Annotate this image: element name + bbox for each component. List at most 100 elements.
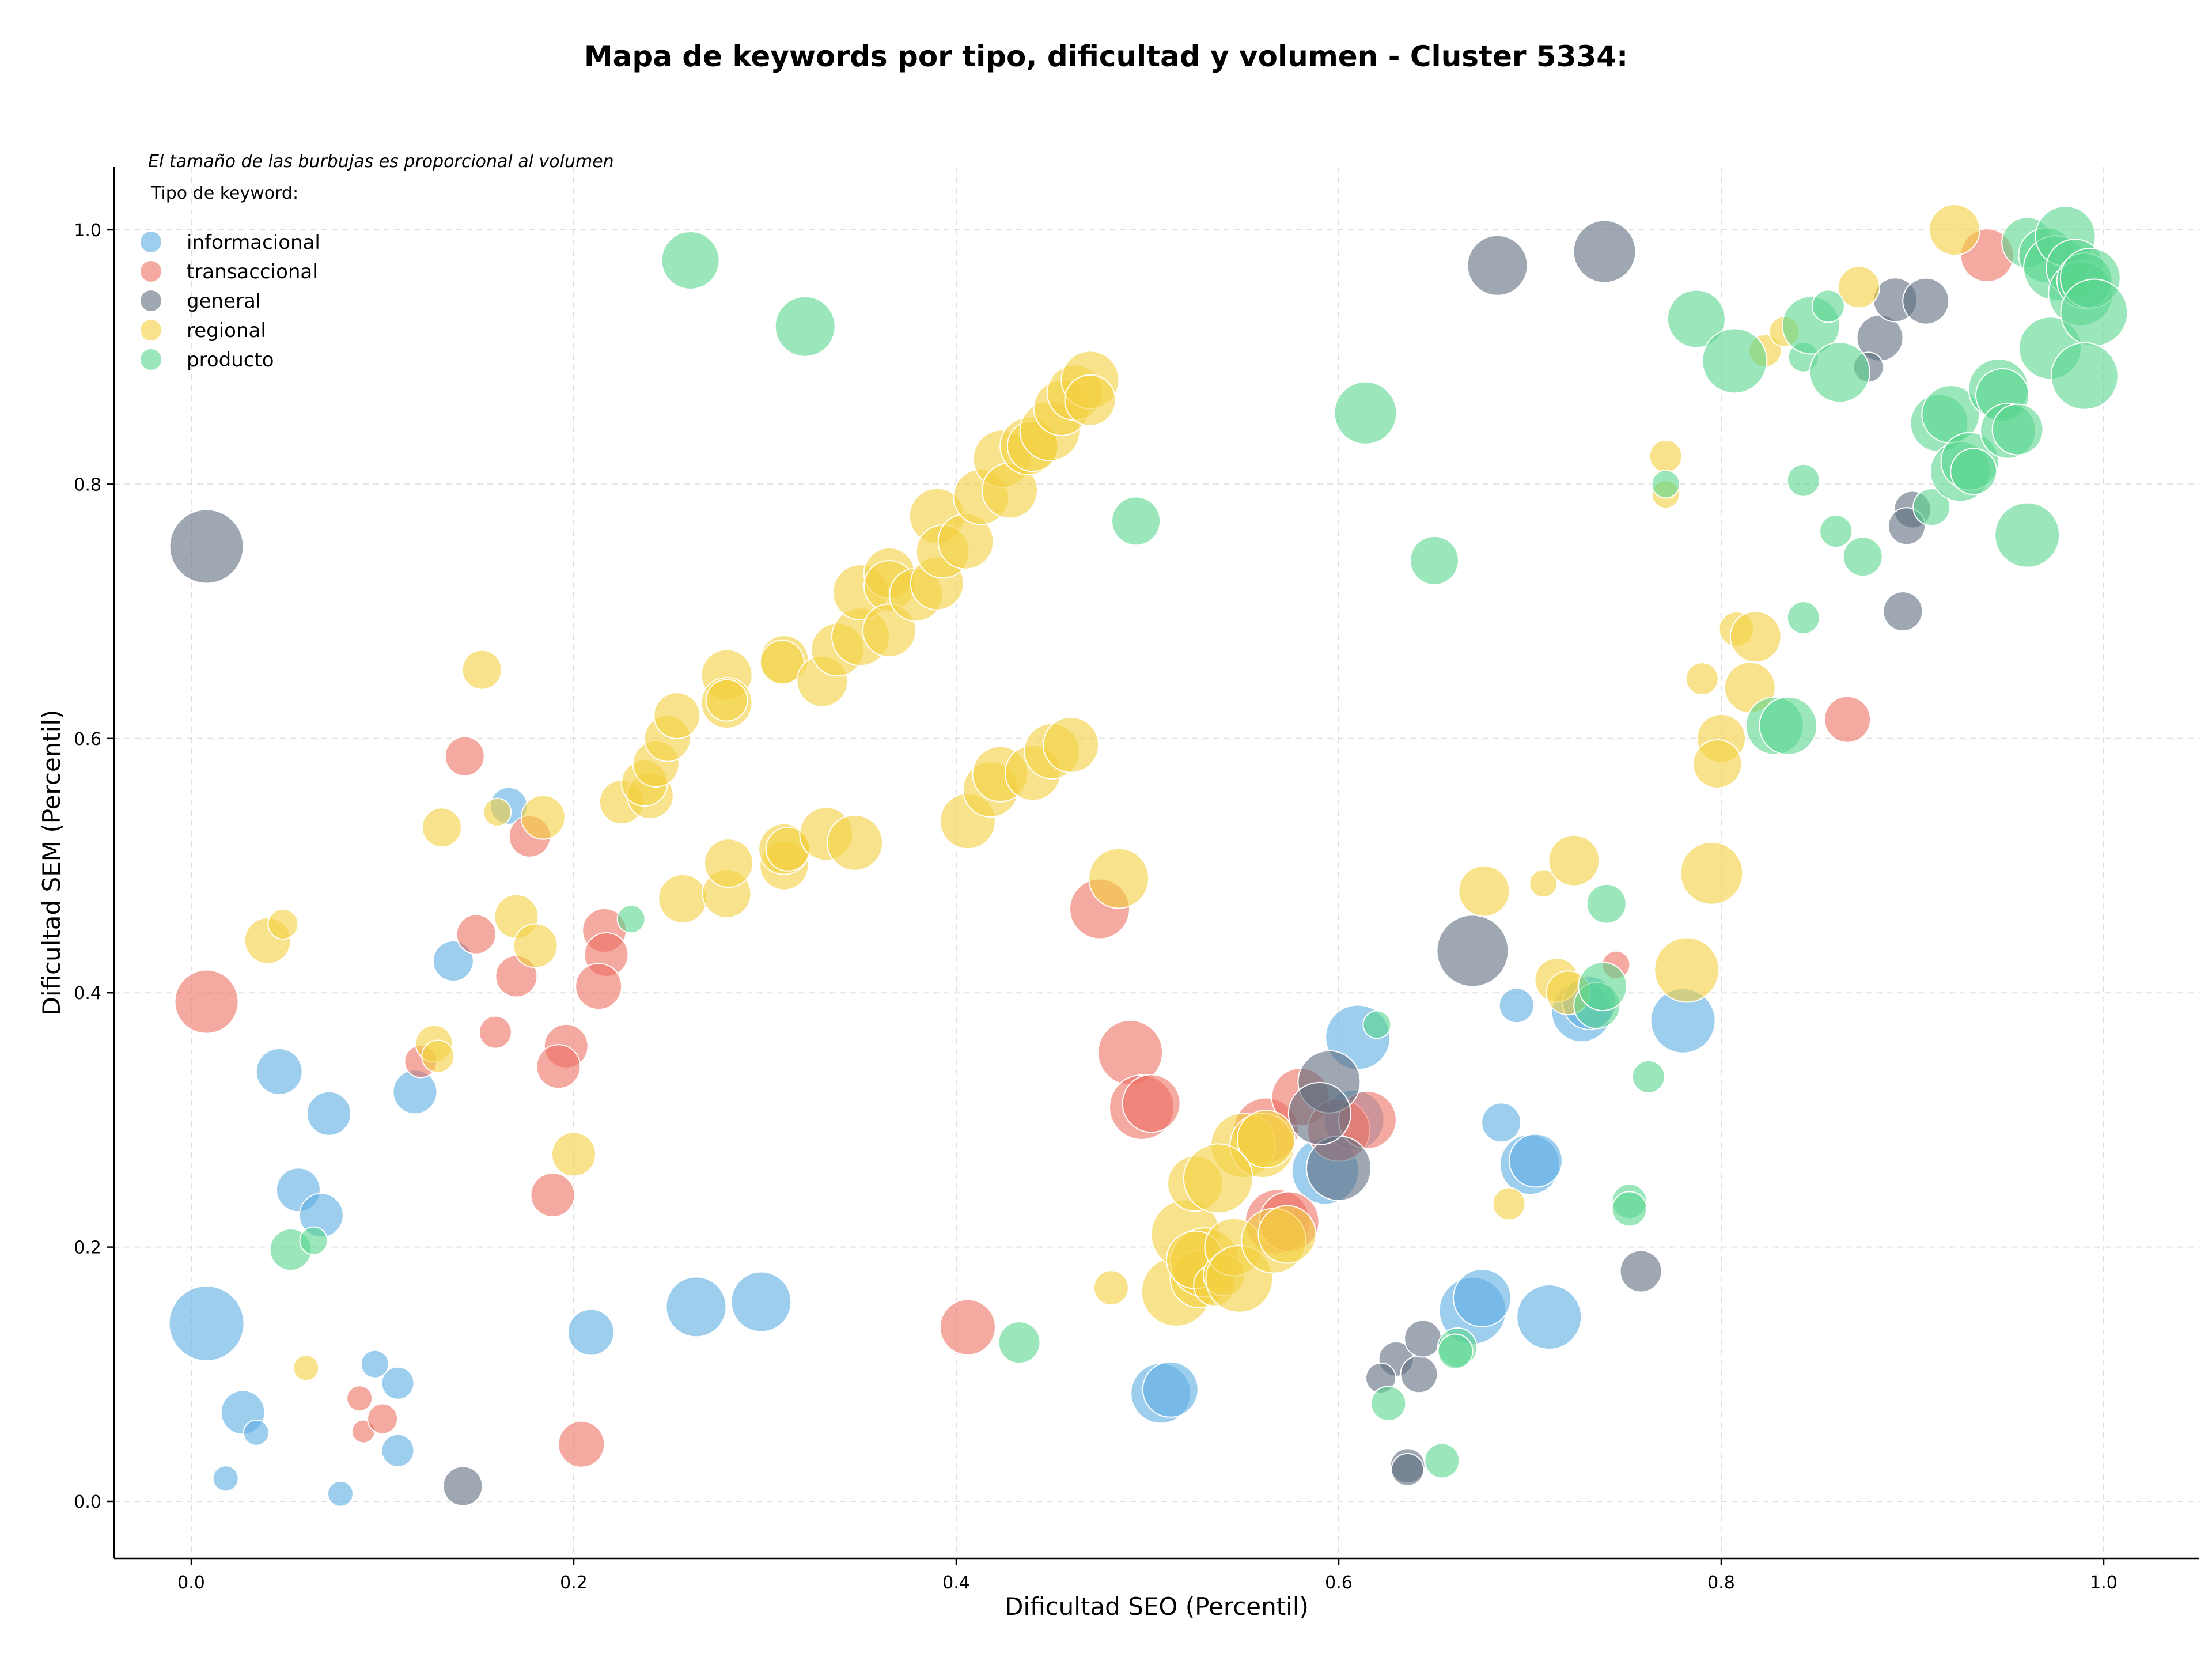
y-tick-label: 0.2 bbox=[74, 1238, 101, 1258]
bubble-regional bbox=[1729, 611, 1782, 663]
bubble-size-note: El tamaño de las burbujas es proporciona… bbox=[148, 152, 614, 172]
bubbles-layer bbox=[168, 204, 2128, 1507]
bubble-general bbox=[1404, 1319, 1442, 1358]
bubble-regional bbox=[1183, 1143, 1253, 1214]
bubble-producto bbox=[1991, 403, 2044, 456]
bubble-regional bbox=[1692, 739, 1743, 789]
axes bbox=[113, 167, 2199, 1560]
bubble-producto bbox=[1578, 962, 1628, 1012]
bubble-regional bbox=[461, 649, 502, 690]
bubble-regional bbox=[1654, 937, 1720, 1003]
grid-lines bbox=[114, 167, 2199, 1558]
bubble-regional bbox=[513, 923, 558, 968]
bubble-informacional bbox=[243, 1419, 270, 1446]
bubble-informacional bbox=[1481, 1102, 1522, 1143]
y-tick-label: 0.4 bbox=[74, 983, 101, 1004]
bubble-producto bbox=[998, 1321, 1041, 1364]
bubble-regional bbox=[1458, 865, 1510, 917]
bubble-general bbox=[1902, 277, 1950, 325]
bubble-regional bbox=[653, 692, 701, 740]
legend-label-transaccional: transaccional bbox=[187, 260, 318, 283]
bubble-regional bbox=[1685, 662, 1719, 696]
bubble-producto bbox=[1370, 1386, 1407, 1422]
x-axis-label: Dificultad SEO (Percentil) bbox=[1005, 1592, 1309, 1621]
bubble-regional bbox=[827, 814, 884, 871]
legend-label-producto: producto bbox=[187, 349, 274, 372]
bubble-producto bbox=[1759, 696, 1818, 755]
bubble-transaccional bbox=[367, 1403, 398, 1435]
bubble-transaccional bbox=[1122, 1074, 1181, 1133]
bubble-regional bbox=[1492, 1187, 1526, 1221]
bubble-regional bbox=[705, 679, 748, 722]
bubble-producto bbox=[1586, 883, 1627, 924]
bubble-producto bbox=[1786, 463, 1820, 497]
bubble-informacional bbox=[212, 1465, 239, 1492]
bubble-transaccional bbox=[444, 736, 485, 777]
y-tick-label: 0.6 bbox=[74, 729, 101, 750]
bubble-producto bbox=[661, 230, 720, 290]
bubble-regional bbox=[1680, 841, 1744, 905]
bubble-transaccional bbox=[536, 1044, 581, 1089]
bubble-general bbox=[1400, 1355, 1438, 1394]
bubble-producto bbox=[1819, 514, 1853, 548]
bubble-regional bbox=[1257, 1205, 1317, 1264]
x-tick-label: 0.6 bbox=[1325, 1573, 1353, 1593]
bubble-producto bbox=[774, 296, 836, 357]
bubble-regional bbox=[658, 873, 708, 924]
y-tick-label: 0.0 bbox=[74, 1492, 101, 1512]
x-tick-label: 0.4 bbox=[942, 1573, 970, 1593]
bubble-producto bbox=[1912, 488, 1951, 527]
bubble-informacional bbox=[168, 1285, 245, 1362]
bubble-regional bbox=[551, 1132, 596, 1177]
y-axis-label: Dificultad SEM (Percentil) bbox=[37, 710, 66, 1016]
bubble-general bbox=[1467, 234, 1528, 296]
bubble-general bbox=[442, 1466, 483, 1507]
bubble-general bbox=[1883, 591, 1923, 632]
bubble-producto bbox=[1651, 470, 1680, 499]
bubble-producto bbox=[1842, 536, 1883, 577]
legend-marker-producto bbox=[141, 349, 161, 370]
bubble-informacional bbox=[730, 1271, 792, 1333]
bubble-general bbox=[169, 509, 244, 584]
bubble-regional bbox=[703, 838, 753, 888]
bubble-transaccional bbox=[575, 963, 623, 1011]
bubble-general bbox=[1573, 220, 1637, 283]
bubble-producto bbox=[1611, 1191, 1647, 1227]
bubble-producto bbox=[2060, 278, 2128, 347]
bubble-producto bbox=[2050, 342, 2119, 410]
legend-items: informacional transaccional general regiona… bbox=[141, 231, 320, 372]
bubble-transaccional bbox=[174, 969, 239, 1034]
y-tick-label: 1.0 bbox=[74, 221, 101, 241]
bubble-regional bbox=[1043, 716, 1100, 773]
bubble-informacional bbox=[327, 1480, 354, 1507]
bubble-transaccional bbox=[456, 914, 497, 955]
bubble-general bbox=[1619, 1250, 1662, 1293]
bubble-regional bbox=[421, 1039, 455, 1073]
bubble-informacional bbox=[567, 1308, 615, 1356]
legend-label-informacional: informacional bbox=[187, 231, 320, 254]
bubble-regional bbox=[1548, 834, 1600, 887]
bubble-producto bbox=[1786, 601, 1820, 635]
chart-title: Mapa de keywords por tipo, dificultad y … bbox=[584, 40, 1628, 73]
bubble-regional bbox=[1093, 1270, 1129, 1306]
bubble-transaccional bbox=[558, 1420, 605, 1468]
bubble-regional bbox=[520, 794, 566, 840]
bubble-informacional bbox=[381, 1433, 415, 1467]
bubble-regional bbox=[1929, 204, 1981, 256]
bubble-general bbox=[1306, 1135, 1372, 1201]
legend-label-regional: regional bbox=[187, 319, 266, 342]
x-tick-label: 0.8 bbox=[1707, 1573, 1735, 1593]
bubble-regional bbox=[1064, 374, 1116, 426]
tick-labels: 0.0 0.2 0.4 0.6 0.8 1.0 0.0 0.2 0.4 0.6 0.8 1.0 bbox=[74, 221, 2118, 1593]
legend-marker-general bbox=[141, 290, 161, 311]
bubble-informacional bbox=[1516, 1284, 1582, 1350]
bubble-producto bbox=[1410, 535, 1459, 585]
bubble-regional bbox=[1838, 266, 1881, 309]
bubble-regional bbox=[267, 909, 299, 940]
legend-marker-transaccional bbox=[141, 261, 161, 282]
x-tick-label: 0.0 bbox=[177, 1573, 205, 1593]
bubble-producto bbox=[1631, 1060, 1665, 1094]
legend-marker-regional bbox=[141, 320, 161, 340]
bubble-informacional bbox=[1453, 1268, 1512, 1327]
bubble-transaccional bbox=[478, 1015, 512, 1049]
